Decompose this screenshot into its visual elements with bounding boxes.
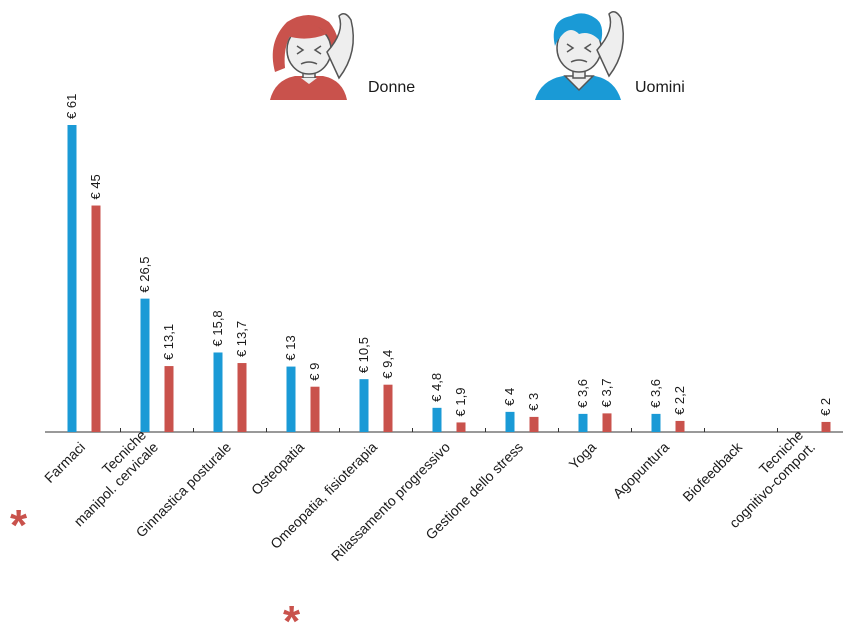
value-label: € 10,5 [356,337,371,373]
value-label: € 3,6 [575,379,590,408]
x-tick-label: Rilassamento progressivo [328,439,453,564]
value-label: € 15,8 [210,310,225,346]
value-label: € 13,7 [234,321,249,357]
woman-icon [270,13,354,100]
bar [91,205,101,432]
value-label: € 4,8 [429,373,444,402]
bar [675,420,685,432]
value-label: € 13,1 [161,324,176,360]
annotation: * [10,501,28,550]
x-tick-label: Biofeedback [679,438,746,505]
value-label: € 3,6 [648,379,663,408]
value-label: € 1,9 [453,388,468,417]
annotation: * [283,597,301,625]
value-label: € 2 [818,398,833,416]
bar [578,413,588,432]
legend-label: Donne [368,79,415,96]
bar [383,384,393,432]
bar [456,422,466,432]
bar [602,413,612,432]
bar [432,407,442,432]
x-tick-label: Yoga [566,439,600,473]
value-label: € 9 [307,363,322,381]
value-label: € 45 [88,174,103,199]
bar [140,298,150,432]
bar [505,411,515,432]
bar [164,366,174,432]
bar [237,363,247,432]
value-label: € 2,2 [672,386,687,415]
bar [286,366,296,432]
value-label: € 4 [502,388,517,406]
man-icon [535,11,624,100]
value-label: € 13 [283,335,298,360]
bar [310,386,320,432]
x-tick-label: Farmaci [41,439,88,486]
bar [651,413,661,432]
value-label: € 3,7 [599,378,614,407]
x-tick-label: Osteopatia [248,439,307,498]
value-label: € 26,5 [137,256,152,292]
bar [529,416,539,432]
bar [67,125,77,432]
x-tick-label: Agopuntura [610,439,673,502]
bar [359,379,369,432]
bar [213,352,223,432]
value-label: € 3 [526,393,541,411]
value-label: € 9,4 [380,350,395,379]
value-label: € 61 [64,94,79,119]
bar [821,421,831,432]
legend-label: Uomini [635,79,685,96]
